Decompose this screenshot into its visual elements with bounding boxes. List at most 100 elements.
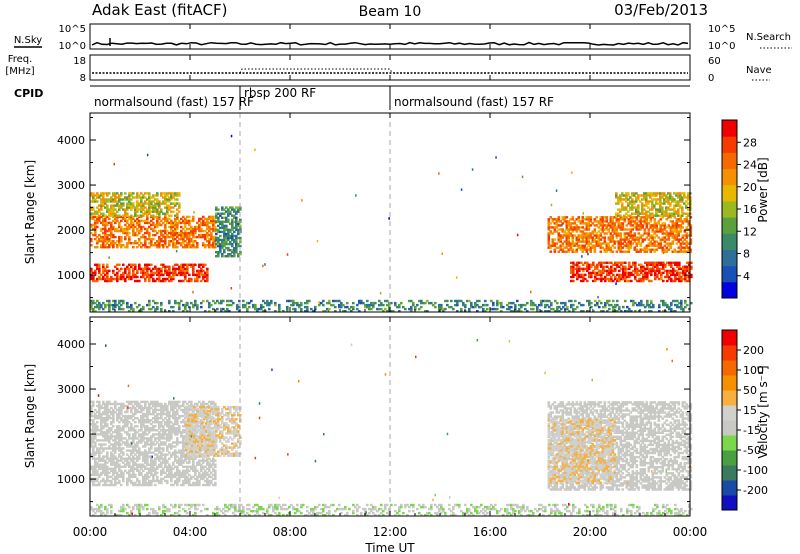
cell <box>278 307 281 311</box>
cell <box>217 236 220 240</box>
cell <box>100 421 103 424</box>
cell <box>98 263 101 266</box>
cell <box>625 236 629 239</box>
cell <box>625 192 628 195</box>
cell <box>629 214 632 217</box>
cell <box>597 236 601 239</box>
cell <box>233 208 236 211</box>
cell <box>212 227 215 231</box>
cell <box>106 242 109 245</box>
cell <box>672 267 675 271</box>
cell <box>106 275 109 279</box>
cell <box>104 277 107 281</box>
cell <box>90 214 93 217</box>
cell <box>128 269 131 273</box>
cell <box>684 279 687 283</box>
cell <box>184 233 187 237</box>
cell <box>613 222 617 225</box>
cell <box>148 307 151 311</box>
cell <box>136 246 139 249</box>
cell <box>622 271 625 275</box>
cell <box>160 310 163 313</box>
cell <box>114 406 117 410</box>
cell <box>128 457 131 460</box>
cell <box>168 417 171 420</box>
cell <box>96 410 99 414</box>
cell <box>629 218 633 221</box>
cell <box>168 198 171 201</box>
cell <box>206 267 209 271</box>
cell <box>582 275 585 279</box>
cell <box>108 431 111 434</box>
cell <box>124 235 127 239</box>
cell <box>116 196 119 199</box>
cell <box>290 303 293 307</box>
cell <box>632 261 635 264</box>
cell <box>682 269 685 273</box>
nave-tick-bottom: 0 <box>708 73 714 84</box>
cell <box>658 267 661 271</box>
cell <box>596 265 599 268</box>
cell <box>202 244 205 247</box>
cell <box>598 271 601 275</box>
cell <box>631 204 634 207</box>
cell <box>174 242 177 245</box>
cell <box>225 242 228 246</box>
cell <box>154 202 157 205</box>
cell <box>646 261 649 264</box>
cell <box>585 250 589 253</box>
cell <box>372 305 375 309</box>
cell <box>645 222 649 225</box>
cell <box>124 269 127 273</box>
cell <box>100 227 103 231</box>
cell <box>217 224 220 228</box>
cell <box>148 273 151 277</box>
cell <box>620 261 623 264</box>
cell <box>110 279 113 283</box>
cell <box>118 429 121 432</box>
cell <box>174 233 177 237</box>
cell <box>669 198 672 201</box>
cell <box>640 263 643 266</box>
cell <box>200 223 203 227</box>
cell <box>212 246 215 249</box>
cell <box>254 305 257 309</box>
cell <box>579 230 583 233</box>
cell <box>632 263 635 266</box>
cell <box>126 479 129 483</box>
cell <box>178 301 181 305</box>
cell <box>118 307 121 311</box>
cell <box>184 246 187 249</box>
cell <box>635 236 639 239</box>
cell <box>686 261 689 264</box>
cell <box>622 261 625 264</box>
cell <box>474 305 477 309</box>
scatter-dot <box>460 188 463 191</box>
cell <box>557 240 561 243</box>
cell <box>633 246 637 249</box>
cell <box>118 427 121 430</box>
cell <box>98 439 101 442</box>
cell <box>595 216 599 219</box>
cell <box>617 200 620 203</box>
cell <box>92 453 95 456</box>
cell <box>156 194 159 197</box>
cell <box>602 277 605 281</box>
cell <box>612 307 615 311</box>
cell <box>108 221 111 225</box>
cell <box>233 238 236 242</box>
cell <box>611 224 615 227</box>
cell <box>156 225 159 229</box>
cell <box>615 196 618 199</box>
cell <box>168 275 171 279</box>
cell <box>639 200 642 203</box>
cell <box>262 310 265 313</box>
cell <box>595 232 599 235</box>
cell <box>633 234 637 237</box>
cell <box>629 220 633 223</box>
cell <box>136 459 139 462</box>
cell <box>130 217 133 221</box>
cell <box>156 217 159 221</box>
cell <box>134 467 137 470</box>
cell <box>144 192 147 195</box>
